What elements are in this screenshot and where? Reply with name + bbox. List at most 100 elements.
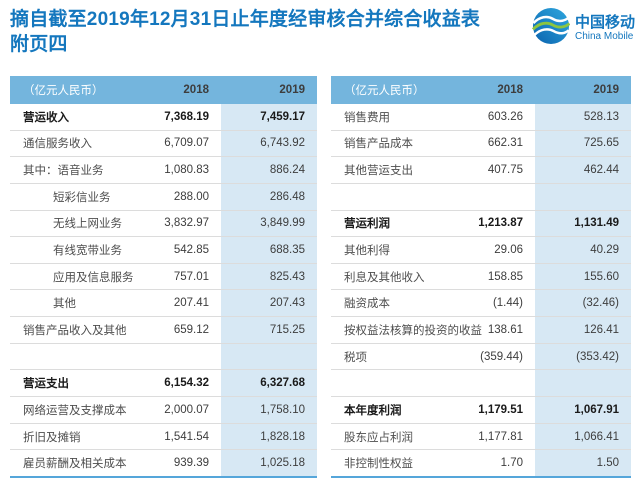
value-2018: 1,541.54 [164, 430, 209, 443]
value-2018 [440, 184, 535, 210]
spacer-row [10, 343, 317, 371]
column-header-unit: （亿元人民币） [23, 85, 104, 97]
row-label: 应用及信息服务 [53, 271, 134, 284]
row-label: 营运收入 [23, 111, 69, 124]
income-table-right: （亿元人民币） 2018 2019 销售费用 603.26 528.13 销售产品成本 662… [331, 76, 631, 478]
column-header-2018: 2018 [183, 84, 209, 96]
table-row: 其他利得 29.06 40.29 [331, 237, 631, 264]
table-row: 其中：语音业务 1,080.83 886.24 [10, 157, 317, 184]
row-label: 其他营运支出 [344, 165, 413, 178]
value-2018: 1.70 [500, 457, 523, 470]
row-label: 利息及其他收入 [344, 271, 425, 284]
table-row: 利息及其他收入 158.85 155.60 [331, 263, 631, 291]
value-2018: 288.00 [173, 190, 209, 203]
table-row: 应用及信息服务 757.01 825.43 [10, 263, 317, 291]
page-title: 摘自截至2019年12月31日止年度经审核合并综合收益表 附页四 [10, 7, 480, 57]
page-title-line1: 摘自截至2019年12月31日止年度经审核合并综合收益表 [10, 9, 481, 30]
row-label: 有线宽带业务 [53, 245, 122, 258]
logo-en-text: China Mobile [574, 31, 634, 42]
row-label [331, 370, 440, 396]
value-2019: 7,459.17 [221, 104, 317, 130]
row-label: 营运支出 [23, 378, 69, 391]
row-label: 税项 [344, 351, 367, 364]
row-label: 营运利润 [344, 218, 390, 231]
value-2018: 3,832.97 [164, 217, 209, 230]
table-row: 雇员薪酬及相关成本 939.39 1,025.18 [10, 450, 317, 476]
china-mobile-logo-icon [531, 7, 571, 50]
value-2019: 6,743.92 [221, 130, 317, 157]
column-header-unit: （亿元人民币） [344, 85, 425, 97]
spacer-row [331, 370, 631, 398]
value-2018: 6,154.32 [164, 377, 209, 390]
value-2019: 1.50 [535, 450, 631, 476]
value-2018: 659.12 [173, 323, 209, 336]
value-2019: 286.48 [221, 183, 317, 210]
value-2019: 1,066.41 [535, 423, 631, 450]
table-row: 有线宽带业务 542.85 688.35 [10, 237, 317, 264]
table-row: 非控制性权益 1.70 1.50 [331, 450, 631, 476]
income-table-left: （亿元人民币） 2018 2019 营运收入 7,368.19 7,459.17 通信服务收… [10, 76, 317, 478]
page-title-line2: 附页四 [10, 34, 68, 55]
value-2018 [440, 370, 535, 396]
table-header-row: （亿元人民币） 2018 2019 [10, 76, 317, 104]
table-row: 按权益法核算的投资的收益 138.61 126.41 [331, 317, 631, 344]
table-row: 销售产品收入及其他 659.12 715.25 [10, 317, 317, 344]
row-label: 本年度利润 [344, 404, 402, 417]
value-2019: 1,067.91 [535, 397, 631, 423]
value-2019: 1,025.18 [221, 450, 317, 476]
value-2019: 715.25 [221, 317, 317, 343]
value-2018: 662.31 [487, 137, 523, 150]
value-2019 [535, 370, 631, 397]
value-2019: 126.41 [535, 317, 631, 343]
value-2018: 6,709.07 [164, 137, 209, 150]
table-row: 融资成本 (1.44) (32.46) [331, 290, 631, 318]
value-2018: 207.41 [173, 297, 209, 310]
row-label: 其他利得 [344, 245, 390, 258]
value-2018: 29.06 [494, 244, 523, 257]
table-row: 其他 207.41 207.43 [10, 290, 317, 318]
row-label: 销售费用 [344, 111, 390, 124]
value-2018: 1,177.81 [478, 430, 523, 443]
spacer-row [331, 183, 631, 211]
table-row: 营运收入 7,368.19 7,459.17 [10, 104, 317, 131]
value-2018: 603.26 [487, 110, 523, 123]
value-2018: 7,368.19 [164, 110, 209, 123]
row-label: 销售产品成本 [344, 138, 413, 151]
table-header-row: （亿元人民币） 2018 2019 [331, 76, 631, 104]
table-row: 股东应占利润 1,177.81 1,066.41 [331, 423, 631, 451]
row-label: 非控制性权益 [344, 458, 413, 471]
table-row: 销售费用 603.26 528.13 [331, 104, 631, 131]
table-body: 营运收入 7,368.19 7,459.17 通信服务收入 6,709.07 6,743.… [10, 104, 317, 476]
value-2018: 939.39 [173, 457, 209, 470]
value-2018: 2,000.07 [164, 403, 209, 416]
row-label: 网络运营及支撑成本 [23, 404, 127, 417]
value-2019: 1,828.18 [221, 423, 317, 450]
value-2019 [221, 343, 317, 370]
row-label [331, 184, 440, 210]
value-2018 [126, 344, 221, 370]
column-header-2018: 2018 [497, 84, 523, 96]
value-2019: (353.42) [535, 343, 631, 370]
value-2019: 462.44 [535, 157, 631, 183]
row-label: 销售产品收入及其他 [23, 324, 127, 337]
china-mobile-logo: 中国移动 China Mobile [531, 7, 635, 50]
value-2019: 528.13 [535, 104, 631, 130]
value-2018: 138.61 [487, 323, 523, 336]
table-row: 短彩信业务 288.00 286.48 [10, 183, 317, 211]
value-2019: 3,849.99 [221, 210, 317, 237]
value-2018: 407.75 [487, 164, 523, 177]
value-2019: (32.46) [535, 290, 631, 317]
table-row: 其他营运支出 407.75 462.44 [331, 157, 631, 184]
value-2018: 158.85 [487, 270, 523, 283]
value-2019: 825.43 [221, 263, 317, 290]
table-row: 销售产品成本 662.31 725.65 [331, 130, 631, 158]
table-row: 网络运营及支撑成本 2,000.07 1,758.10 [10, 397, 317, 424]
row-label: 通信服务收入 [23, 138, 92, 151]
table-body: 销售费用 603.26 528.13 销售产品成本 662.31 725.65 其他营运支出… [331, 104, 631, 476]
column-header-2019: 2019 [279, 84, 305, 96]
row-label: 无线上网业务 [53, 218, 122, 231]
table-row: 折旧及摊销 1,541.54 1,828.18 [10, 423, 317, 451]
row-label [10, 344, 126, 370]
table-row: 营运利润 1,213.87 1,131.49 [331, 210, 631, 238]
row-label: 折旧及摊销 [23, 431, 81, 444]
